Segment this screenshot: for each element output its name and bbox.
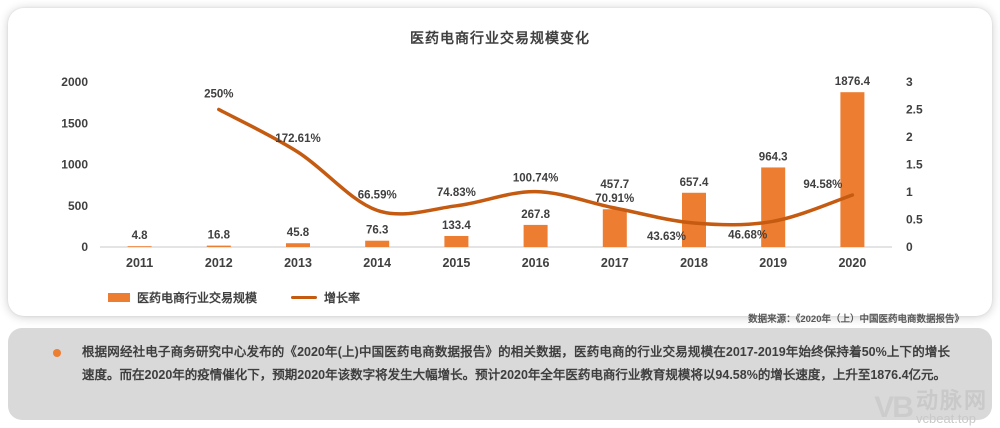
x-axis-label: 2019 <box>759 256 787 270</box>
growth-rate-line <box>217 107 855 227</box>
bar <box>682 192 706 247</box>
combo-chart: 0 500 1000 1500 2000 0 0.5 1 1.5 2 2.5 3 2011 2012 201… <box>8 52 992 289</box>
x-axis-label: 2017 <box>601 256 629 270</box>
vcbeat-logo-cn: 动脉网 <box>915 388 988 414</box>
bar <box>840 92 865 248</box>
bar <box>523 224 548 247</box>
bar-value-label: 76.3 <box>366 225 388 237</box>
bar <box>206 245 231 247</box>
bar <box>365 240 390 247</box>
bar-value-label: 133.4 <box>442 220 471 232</box>
right-axis-tick: 0 <box>906 240 913 254</box>
bar-value-label: 45.8 <box>287 227 310 239</box>
data-source: 数据来源：《2020年（上）中国医药电商数据报告》 <box>748 314 964 325</box>
x-axis-label: 2012 <box>205 256 233 270</box>
right-axis-tick: 3 <box>906 75 913 89</box>
growth-rate-label: 172.61% <box>275 133 320 145</box>
left-axis-tick: 0 <box>81 240 88 254</box>
bar-value-label: 1876.4 <box>835 76 871 88</box>
bar <box>286 243 310 247</box>
legend-item-line: 增长率 <box>291 289 360 306</box>
vcbeat-logo-mark: VB <box>874 390 914 424</box>
legend-label-line: 增长率 <box>324 290 361 305</box>
growth-rate-label: 74.83% <box>437 187 476 199</box>
x-axis-label: 2018 <box>680 256 708 270</box>
legend-item-bar: 医药电商行业交易规模 <box>108 289 257 306</box>
bar-value-label: 267.8 <box>521 209 550 221</box>
bar-value-label: 657.4 <box>680 177 709 189</box>
summary-text: 根据网经社电子商务研究中心发布的《2020年(上)中国医药电商数据报告》的相关数… <box>82 345 950 382</box>
right-axis-tick: 2 <box>906 130 913 144</box>
bar-swatch-icon <box>108 292 130 302</box>
summary-panel: 根据网经社电子商务研究中心发布的《2020年(上)中国医药电商数据报告》的相关数… <box>8 328 992 420</box>
growth-rate-label: 43.63% <box>647 231 686 243</box>
line-swatch-icon <box>291 295 318 299</box>
left-axis-tick: 1500 <box>61 116 88 130</box>
vcbeat-logo-domain: vcbeat.top <box>915 411 976 427</box>
left-axis-tick: 2000 <box>61 75 88 89</box>
growth-rate-label: 66.59% <box>358 189 397 201</box>
bar <box>761 167 786 247</box>
right-axis-tick: 1 <box>906 185 913 199</box>
bar-value-label: 16.8 <box>208 230 231 242</box>
x-axis-label: 2020 <box>838 256 866 270</box>
x-axis-label: 2011 <box>126 256 153 270</box>
vcbeat-logo: VB 动脉网 vcbeat.top <box>870 387 992 428</box>
vcbeat-logo-text: 动脉网 vcbeat.top <box>916 389 988 426</box>
growth-rate-label: 46.68% <box>728 229 767 241</box>
chart-card: 医药电商行业交易规模变化 0 500 1000 1500 2000 0 0.5 1 1.5 2 2.… <box>8 8 992 325</box>
chart-title: 医药电商行业交易规模变化 <box>410 30 590 46</box>
growth-rate-label: 94.58% <box>803 179 842 191</box>
chart-canvas: 0 500 1000 1500 2000 0 0.5 1 1.5 2 2.5 3 2011 2012 201… <box>61 75 923 270</box>
left-axis-tick: 1000 <box>61 158 88 172</box>
x-axis-label: 2013 <box>284 256 312 270</box>
bar-value-label: 457.7 <box>600 179 629 191</box>
x-axis-label: 2015 <box>442 256 470 270</box>
x-axis-label: 2014 <box>363 256 391 270</box>
left-axis-tick: 500 <box>68 199 88 213</box>
bar <box>602 209 627 247</box>
growth-rate-label: 250% <box>204 89 233 101</box>
growth-rate-label: 100.74% <box>513 173 558 185</box>
x-axis-label: 2016 <box>522 256 550 270</box>
right-axis-tick: 2.5 <box>906 103 923 117</box>
chart-legend: 医药电商行业交易规模 增长率 <box>108 289 992 305</box>
right-axis-tick: 1.5 <box>906 158 923 172</box>
right-axis-tick: 0.5 <box>906 213 923 227</box>
bar-value-label: 4.8 <box>132 230 149 242</box>
bar-value-label: 964.3 <box>759 151 788 163</box>
bullet-icon <box>53 349 61 357</box>
bar <box>127 246 152 247</box>
bar <box>444 235 469 247</box>
growth-rate-label: 70.91% <box>595 193 634 205</box>
legend-label-bar: 医药电商行业交易规模 <box>137 290 258 305</box>
